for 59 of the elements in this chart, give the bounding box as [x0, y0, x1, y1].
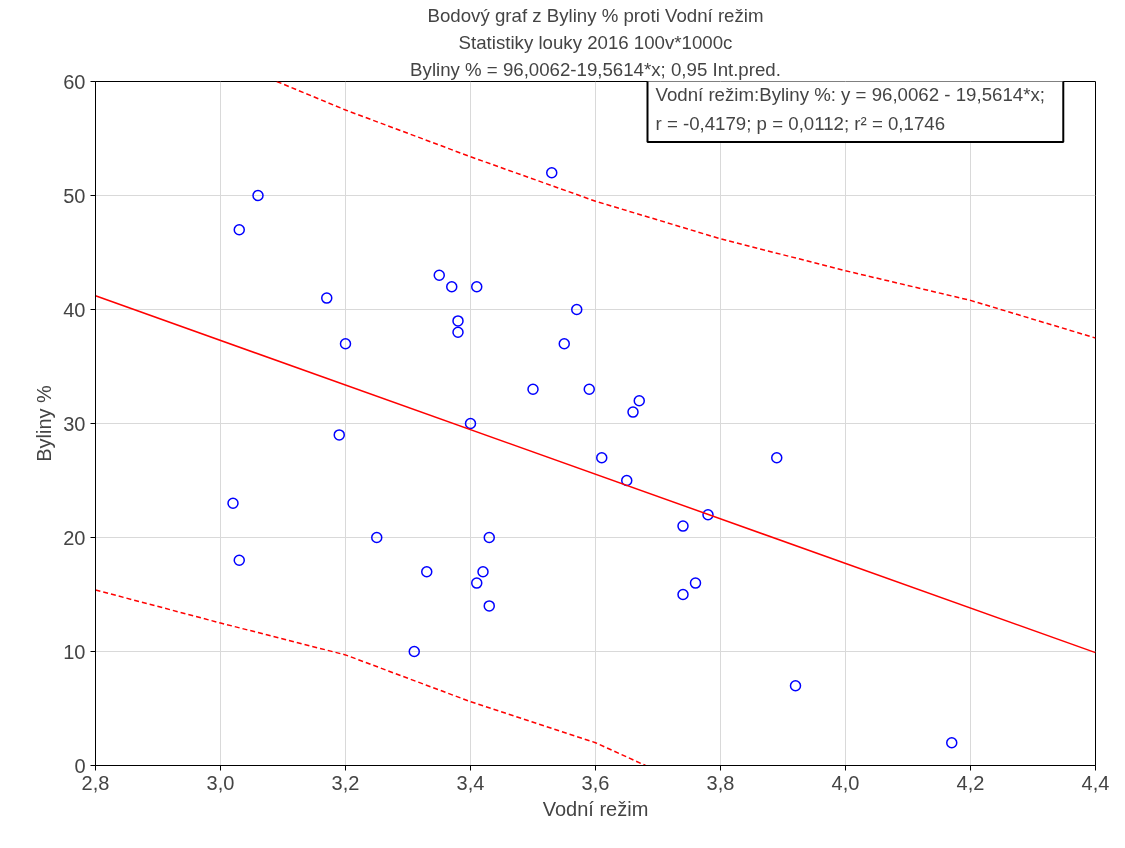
x-tick-label: 3,2	[331, 771, 360, 794]
point	[677, 520, 689, 532]
y-tick-label: 50	[63, 184, 86, 207]
x-tick-label: 3,8	[706, 771, 735, 794]
point	[483, 531, 495, 544]
point	[621, 474, 633, 487]
y-tick-label: 60	[63, 70, 86, 93]
x-tick-label: 4,2	[956, 771, 985, 794]
y-tick-label: 30	[63, 412, 86, 435]
point	[946, 736, 958, 749]
annotation: Vodní režim:Byliny %: y = 96,0062 - 19,5614*x; r = -0,4179; p = 0,0112; r² = 0,1746	[655, 83, 1045, 134]
point	[452, 315, 464, 327]
point	[452, 326, 464, 339]
point	[252, 189, 264, 202]
x-tick-label: 4,0	[831, 771, 860, 794]
point	[546, 166, 558, 179]
point	[627, 406, 639, 418]
point	[596, 451, 608, 464]
point	[771, 451, 783, 464]
point	[446, 280, 458, 293]
point	[233, 223, 245, 236]
point	[421, 565, 433, 578]
line-series	[95, 589, 647, 766]
point	[333, 429, 345, 441]
y-tick-label: 0	[74, 754, 86, 777]
point	[789, 679, 802, 692]
point	[227, 497, 239, 510]
x-tick-label: 4,4	[1081, 771, 1110, 794]
point	[471, 280, 483, 293]
point	[677, 588, 689, 601]
y-tick-label: 40	[63, 298, 86, 321]
point	[571, 303, 583, 316]
point	[408, 645, 420, 658]
point	[321, 292, 333, 304]
line-series	[276, 81, 1096, 339]
y-tick-label: 20	[63, 526, 86, 549]
y-tick-label: 10	[63, 640, 86, 663]
point	[483, 600, 495, 612]
point	[433, 269, 445, 282]
y-axis-title: Byliny %	[33, 384, 56, 462]
text: Byliny % = 96,0062-19,5614*x; 0,95 Int.pred.	[410, 58, 781, 80]
x-tick-label: 3,0	[206, 771, 235, 794]
point	[527, 383, 539, 396]
point	[583, 383, 595, 396]
point	[633, 394, 645, 407]
chart-subtitle: Statistiky louky 2016 100v*1000c	[458, 31, 733, 53]
x-tick-label: 3,4	[456, 771, 485, 794]
chart-title: Bodový graf z Byliny % proti Vodní režim	[427, 4, 764, 26]
point	[471, 577, 483, 589]
point	[477, 565, 489, 578]
x-tick-label: 3,6	[581, 771, 610, 794]
point	[689, 577, 702, 589]
x-axis-title: Vodní režim	[542, 797, 649, 820]
point	[339, 337, 352, 350]
point	[558, 337, 570, 350]
point	[371, 531, 383, 544]
point	[464, 417, 477, 430]
point	[233, 554, 245, 567]
point	[702, 508, 714, 521]
